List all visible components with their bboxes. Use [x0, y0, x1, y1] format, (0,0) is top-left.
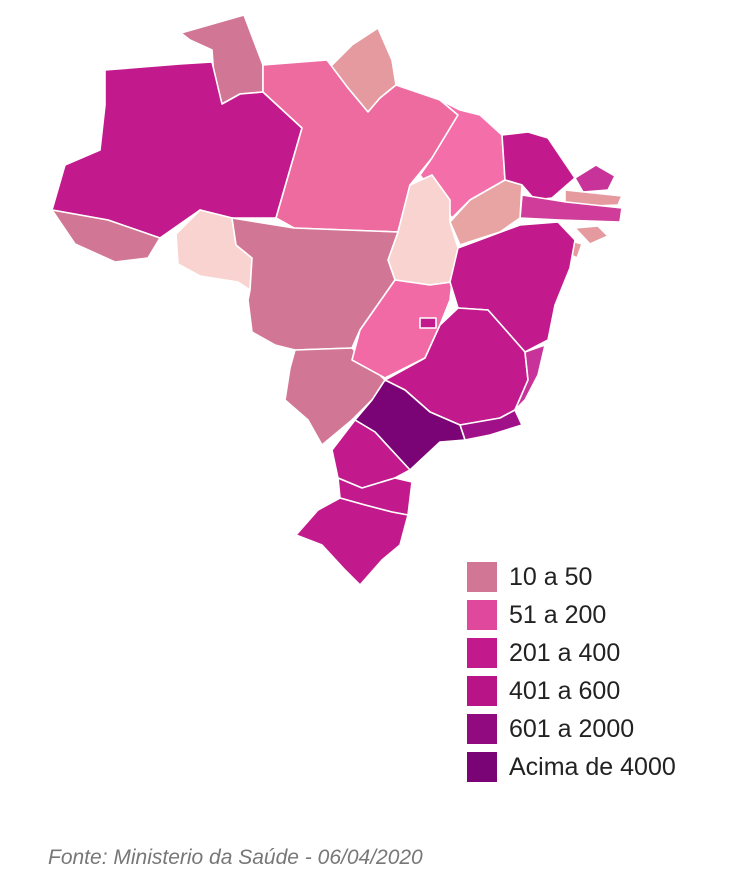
legend-label: Acima de 4000 [509, 752, 676, 781]
source-caption: Fonte: Ministerio da Saúde - 06/04/2020 [48, 846, 423, 869]
legend-swatch [467, 714, 497, 744]
state-es [514, 344, 546, 411]
legend-label: 10 a 50 [509, 562, 593, 591]
state-al [574, 225, 609, 245]
legend-item-51-200: 51 a 200 [467, 596, 676, 634]
legend-swatch [467, 638, 497, 668]
legend-swatch [467, 752, 497, 782]
legend-item-10-50: 10 a 50 [467, 558, 676, 596]
states-layer [51, 14, 623, 586]
legend-item-above-4000: Acima de 4000 [467, 748, 676, 786]
state-rn [574, 164, 616, 193]
legend-label: 201 a 400 [509, 638, 621, 667]
legend-item-401-600: 401 a 600 [467, 672, 676, 710]
brazil-map-svg [51, 14, 623, 586]
state-ac [51, 209, 161, 263]
legend-item-601-2000: 601 a 2000 [467, 710, 676, 748]
legend-label: 51 a 200 [509, 600, 607, 629]
state-sp [354, 379, 466, 471]
state-rs [295, 497, 409, 586]
legend-swatch [467, 676, 497, 706]
state-df [419, 317, 437, 329]
legend-label: 601 a 2000 [509, 714, 635, 743]
legend: 10 a 50 51 a 200 201 a 400 401 a 600 601… [467, 558, 676, 786]
legend-item-201-400: 201 a 400 [467, 634, 676, 672]
state-ba [449, 221, 576, 353]
legend-swatch [467, 600, 497, 630]
brazil-map [51, 14, 623, 586]
legend-label: 401 a 600 [509, 676, 621, 705]
legend-swatch [467, 562, 497, 592]
